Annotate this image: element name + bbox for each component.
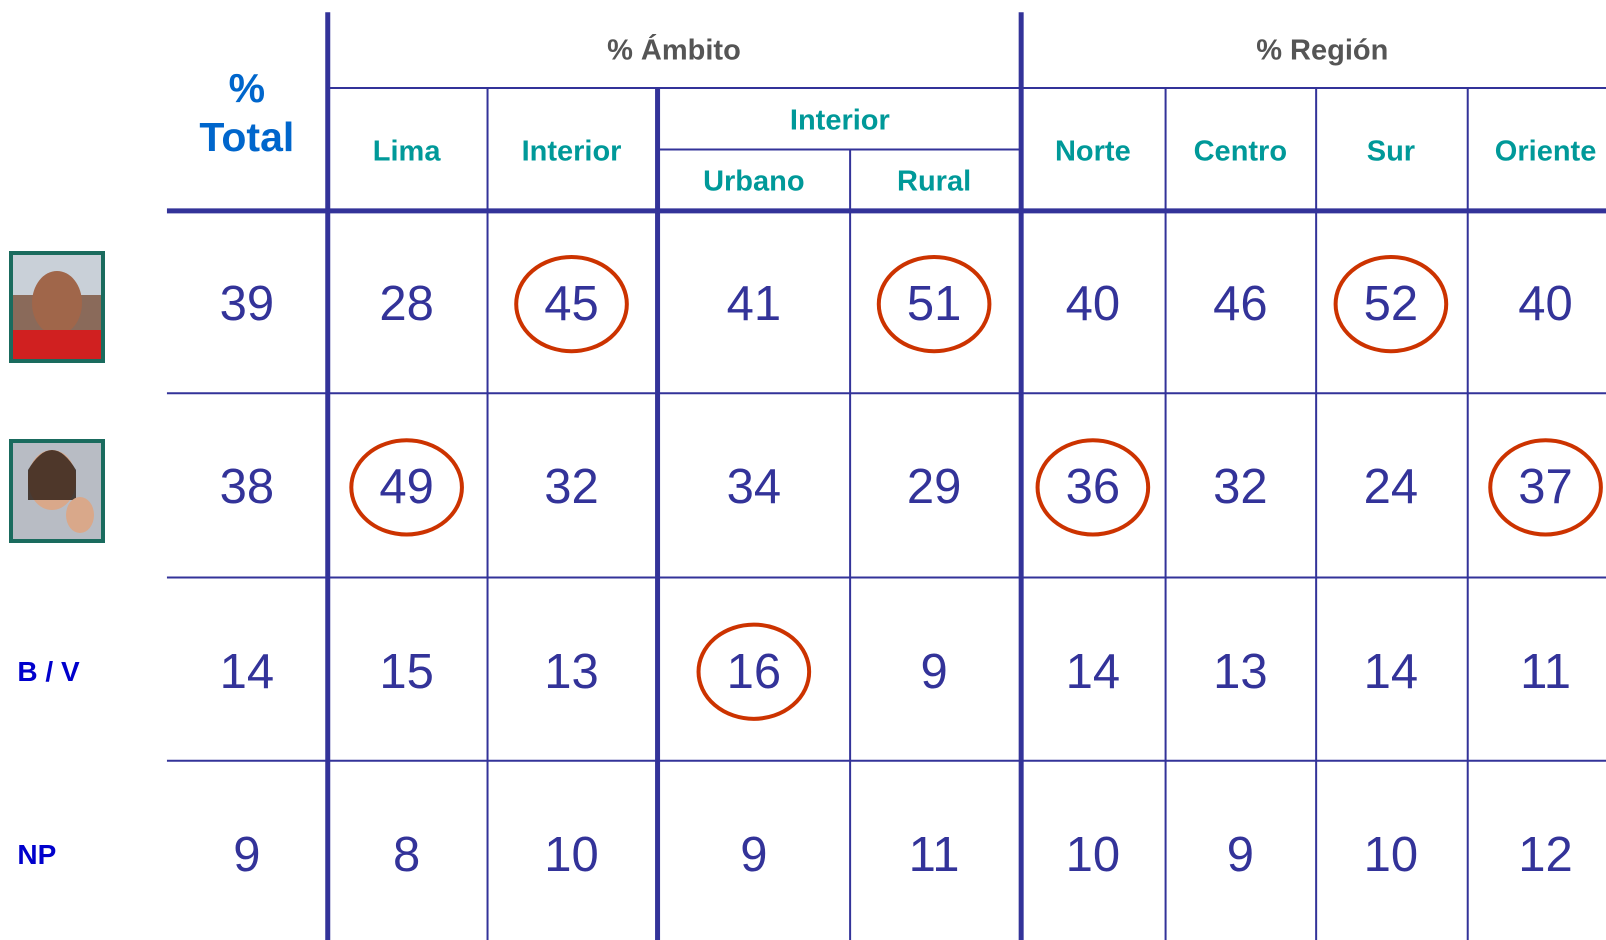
column-header: Norte <box>1055 135 1131 168</box>
cell-value: 11 <box>1520 644 1571 700</box>
cell-value: 41 <box>727 276 782 332</box>
cell-value: 24 <box>1364 459 1419 515</box>
cell-value: 46 <box>1213 276 1268 332</box>
cell-value: 51 <box>907 276 962 332</box>
cell-value: 32 <box>1213 459 1268 515</box>
column-header: Urbano <box>703 166 805 199</box>
cell-value: 14 <box>1364 644 1419 700</box>
cell-value: 34 <box>727 459 782 515</box>
cell-value: 12 <box>1518 827 1573 883</box>
cell-value: 10 <box>544 827 599 883</box>
cell-value: 37 <box>1518 459 1573 515</box>
cell-value: 8 <box>393 827 420 883</box>
cell-value: 28 <box>379 276 434 332</box>
column-header: Rural <box>897 166 971 199</box>
table-page: % Total % Ámbito % Región Interior Lima Inter… <box>0 0 1606 940</box>
column-header: Oriente <box>1495 135 1597 168</box>
cell-value: 14 <box>220 644 275 700</box>
column-header: Sur <box>1367 135 1415 168</box>
cell-value: 11 <box>909 827 960 883</box>
column-header: Lima <box>373 135 441 168</box>
cell-value: 49 <box>379 459 434 515</box>
cell-value: 14 <box>1066 644 1121 700</box>
cell-value: 13 <box>544 644 599 700</box>
cell-value: 9 <box>1227 827 1254 883</box>
cell-value: 10 <box>1364 827 1419 883</box>
cell-value: 10 <box>1066 827 1121 883</box>
cell-value: 9 <box>233 827 260 883</box>
column-header: Interior <box>522 135 622 168</box>
cell-value: 9 <box>740 827 767 883</box>
cell-value: 38 <box>220 459 275 515</box>
group-header: % Región <box>1256 35 1388 68</box>
candidate-photo <box>11 441 103 541</box>
cell-value: 13 <box>1213 644 1268 700</box>
cell-value: 29 <box>907 459 962 515</box>
row-label: B / V <box>17 656 79 688</box>
cell-value: 9 <box>920 644 947 700</box>
cell-value: 32 <box>544 459 599 515</box>
cell-value: 40 <box>1518 276 1573 332</box>
cell-value: 16 <box>727 644 782 700</box>
column-header: Centro <box>1194 135 1287 168</box>
total-header: % Total <box>187 63 307 161</box>
group-header: % Ámbito <box>607 35 741 68</box>
row-label: NP <box>17 839 56 871</box>
cell-value: 15 <box>379 644 434 700</box>
cell-value: 36 <box>1066 459 1121 515</box>
cell-value: 39 <box>220 276 275 332</box>
subgroup-header: Interior <box>790 104 890 137</box>
cell-value: 45 <box>544 276 599 332</box>
cell-value: 52 <box>1364 276 1419 332</box>
candidate-photo <box>11 253 103 361</box>
cell-value: 40 <box>1066 276 1121 332</box>
